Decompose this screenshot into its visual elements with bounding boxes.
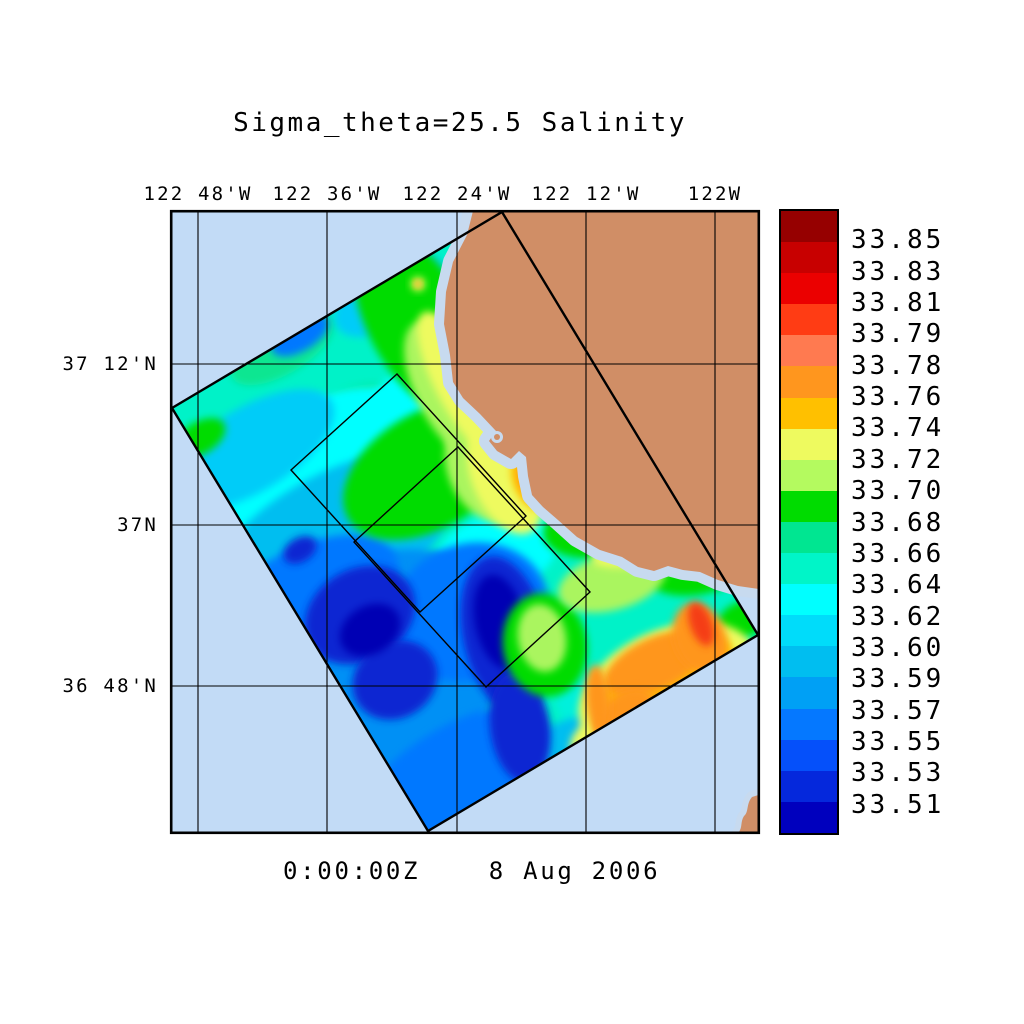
- colorbar-band: [781, 521, 837, 554]
- colorbar-band: [781, 211, 837, 243]
- x-tick-label: 122 24'W: [402, 183, 512, 205]
- salinity-field: [172, 212, 758, 831]
- colorbar-tick-label: 33.70: [851, 476, 945, 507]
- colorbar-tick-label: 33.83: [851, 256, 945, 287]
- colorbar-band: [781, 366, 837, 398]
- colorbar-band: [781, 242, 837, 274]
- colorbar-band: [781, 335, 837, 367]
- colorbar-band: [781, 304, 837, 336]
- colorbar-tick-label: 33.66: [851, 538, 945, 569]
- colorbar-band: [781, 273, 837, 305]
- colorbar: [779, 209, 839, 835]
- y-tick-label: 37N: [117, 514, 158, 536]
- colorbar-tick-label: 33.74: [851, 413, 945, 444]
- colorbar-tick-label: 33.62: [851, 601, 945, 632]
- plot-title: Sigma_theta=25.5 Salinity: [233, 108, 687, 138]
- x-tick-label: 122W: [687, 183, 743, 205]
- grid-lines: [172, 212, 758, 832]
- colorbar-band: [781, 459, 837, 491]
- colorbar-tick-label: 33.60: [851, 632, 945, 663]
- colorbar-tick-label: 33.79: [851, 319, 945, 350]
- colorbar-band: [781, 615, 837, 647]
- colorbar-band: [781, 490, 837, 522]
- colorbar-tick-label: 33.85: [851, 225, 945, 256]
- land-mass: [434, 212, 758, 832]
- x-tick-label: 122 12'W: [531, 183, 641, 205]
- colorbar-band: [781, 428, 837, 460]
- swath-outline: [172, 212, 758, 832]
- colorbar-tick-label: 33.64: [851, 570, 945, 601]
- colorbar-tick-label: 33.76: [851, 382, 945, 413]
- colorbar-band: [781, 708, 837, 740]
- colorbar-tick-label: 33.55: [851, 726, 945, 757]
- colorbar-tick-label: 33.68: [851, 507, 945, 538]
- colorbar-band: [781, 739, 837, 771]
- colorbar-band: [781, 677, 837, 709]
- colorbar-band: [781, 584, 837, 616]
- colorbar-tick-label: 33.78: [851, 350, 945, 381]
- colorbar-band: [781, 646, 837, 678]
- colorbar-tick-label: 33.57: [851, 695, 945, 726]
- colorbar-tick-label: 33.51: [851, 789, 945, 820]
- map-frame: [169, 209, 761, 835]
- colorbar-tick-label: 33.59: [851, 664, 945, 695]
- survey-box-a: [290, 373, 527, 613]
- y-tick-label: 36 48'N: [62, 675, 158, 697]
- colorbar-band: [781, 553, 837, 585]
- x-tick-label: 122 36'W: [272, 183, 382, 205]
- colorbar-tick-label: 33.53: [851, 758, 945, 789]
- colorbar-band: [781, 770, 837, 802]
- colorbar-tick-label: 33.81: [851, 288, 945, 319]
- x-tick-label: 122 48'W: [143, 183, 253, 205]
- y-tick-label: 37 12'N: [62, 353, 158, 375]
- survey-box-b: [353, 446, 591, 688]
- colorbar-band: [781, 397, 837, 429]
- timestamp-label: 0:00:00Z 8 Aug 2006: [283, 857, 661, 885]
- colorbar-band: [781, 801, 837, 833]
- land-islet-south: [732, 788, 758, 832]
- colorbar-tick-label: 33.72: [851, 444, 945, 475]
- map-plot: [169, 209, 761, 835]
